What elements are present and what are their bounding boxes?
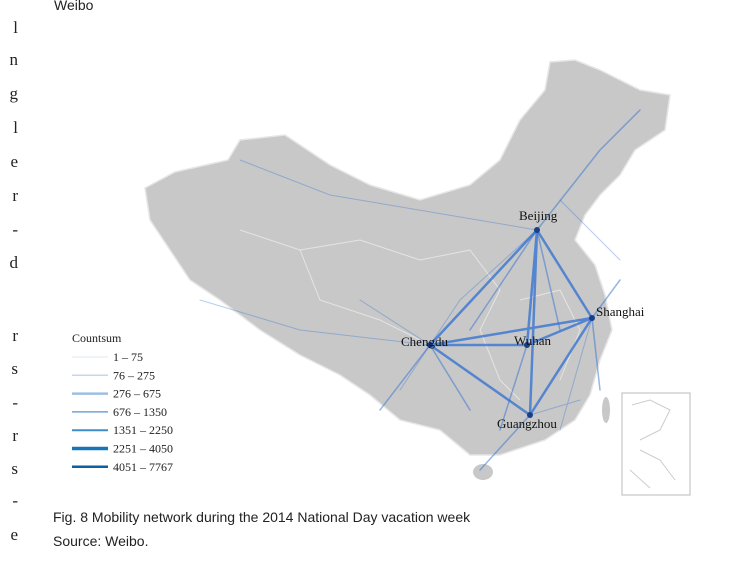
margin-letter: r bbox=[12, 186, 18, 205]
city-dot bbox=[534, 227, 540, 233]
margin-letter: - bbox=[12, 393, 18, 412]
legend-label: 2251 – 4050 bbox=[113, 442, 173, 456]
city-dot bbox=[524, 342, 530, 348]
legend-label: 76 – 275 bbox=[113, 368, 155, 382]
margin-letter: - bbox=[12, 491, 18, 510]
margin-letter: d bbox=[10, 253, 19, 272]
legend-label: 4051 – 7767 bbox=[113, 460, 173, 474]
city-label: Beijing bbox=[519, 208, 558, 223]
legend: Countsum 1 – 75 76 – 275 276 – 675 676 – 13… bbox=[72, 331, 173, 474]
city-label: Wuhan bbox=[514, 333, 552, 348]
top-text: Weibo bbox=[54, 0, 94, 13]
caption: Fig. 8 Mobility network during the 2014 … bbox=[53, 509, 471, 525]
margin-letter: n bbox=[10, 50, 19, 69]
province-borders bbox=[239, 229, 581, 401]
margin-letter: s bbox=[11, 459, 18, 478]
margin-letter: l bbox=[13, 18, 18, 37]
city-dot bbox=[527, 412, 533, 418]
city-dot bbox=[427, 342, 433, 348]
legend-label: 1351 – 2250 bbox=[113, 423, 173, 437]
map: Beijing Shanghai Chengdu Wuhan Guangzhou bbox=[144, 59, 691, 496]
hainan bbox=[473, 464, 493, 480]
legend-label: 276 – 675 bbox=[113, 387, 161, 401]
margin-letter: s bbox=[11, 359, 18, 378]
margin-letter: l bbox=[13, 118, 18, 137]
legend-label: 676 – 1350 bbox=[113, 405, 167, 419]
city-label: Guangzhou bbox=[497, 416, 557, 431]
legend-title: Countsum bbox=[72, 331, 122, 345]
inset-islands bbox=[629, 399, 676, 489]
city-label: Chengdu bbox=[401, 334, 448, 349]
margin-letter: - bbox=[12, 220, 18, 239]
taiwan bbox=[602, 397, 610, 423]
margin-letter: g bbox=[10, 84, 19, 103]
caption: Source: Weibo. bbox=[53, 533, 148, 549]
city-dot bbox=[589, 315, 595, 321]
margin-letter: e bbox=[10, 152, 18, 171]
margin-letter: r bbox=[12, 426, 18, 445]
margin-letter: r bbox=[12, 326, 18, 345]
margin-letter: e bbox=[10, 525, 18, 544]
legend-label: 1 – 75 bbox=[113, 350, 143, 364]
china-outline bbox=[144, 59, 671, 456]
inset-box bbox=[621, 392, 691, 496]
city-label: Shanghai bbox=[596, 304, 645, 319]
network-lines bbox=[199, 109, 641, 471]
